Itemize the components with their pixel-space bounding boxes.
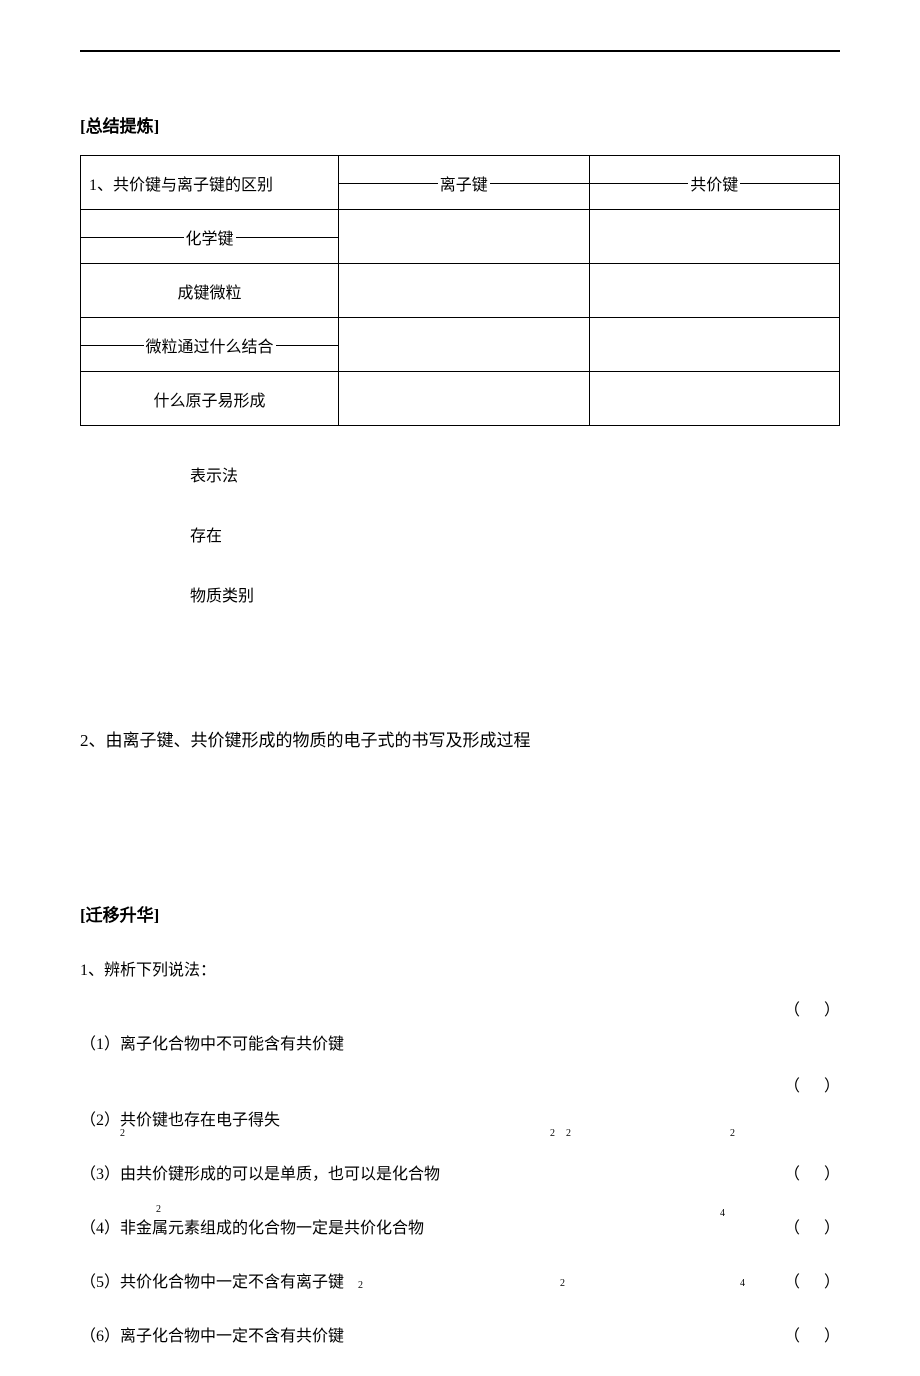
paragraph-electron-formula: 2、由离子键、共价键形成的物质的电子式的书写及形成过程 [80, 726, 840, 751]
item-text: （1）离子化合物中不可能含有共价键 [80, 1030, 344, 1054]
cell-label: 成键微粒 [81, 264, 339, 318]
table-row: 化学键 [81, 210, 840, 264]
stray-subscript: 2 [730, 1128, 735, 1139]
paren-open: （ [784, 1002, 800, 1019]
cell-empty [589, 372, 839, 426]
paren-close: ） [824, 1220, 840, 1237]
label-substance-category: 物质类别 [190, 582, 840, 606]
item-text: （3）由共价键形成的可以是单质，也可以是化合物 [80, 1160, 440, 1184]
item-text: （5）共价化合物中一定不含有离子键 [80, 1268, 344, 1292]
cell-topic: 1、共价键与离子键的区别 [81, 156, 339, 210]
table-row: 1、共价键与离子键的区别 离子键 共价键 [81, 156, 840, 210]
below-table-labels: 表示法 存在 物质类别 [190, 462, 840, 606]
cell-text: 离子键 [438, 177, 490, 194]
cell-label: 化学键 [81, 210, 339, 264]
paren-close: ） [824, 1002, 840, 1019]
paren-open: （ [784, 1078, 800, 1095]
paren-close: ） [824, 1166, 840, 1183]
label-representation: 表示法 [190, 462, 840, 486]
stray-subscript: 4 [720, 1208, 725, 1219]
cell-empty [339, 318, 589, 372]
paren-open: （ [784, 1328, 800, 1345]
cell-text: 共价键 [688, 177, 740, 194]
paren-close: ） [824, 1274, 840, 1291]
cell-empty [589, 264, 839, 318]
cell-covalent-header: 共价键 [589, 156, 839, 210]
cell-label: 什么原子易形成 [81, 372, 339, 426]
cell-empty [589, 210, 839, 264]
cell-text: 化学键 [184, 231, 236, 248]
section-summary-heading: [总结提炼] [80, 112, 840, 137]
item-text: （4）非金属元素组成的化合物一定是共价化合物 [80, 1214, 424, 1238]
question-item-5: （5）共价化合物中一定不含有离子键 （ ） 2 2 4 [80, 1268, 840, 1292]
stray-subscript: 2 [566, 1128, 571, 1139]
question-item-6: （6）离子化合物中一定不含有共价键 （ ） [80, 1322, 840, 1346]
question-item-3: （3）由共价键形成的可以是单质，也可以是化合物 （ ） [80, 1160, 840, 1184]
stray-subscript: 2 [358, 1280, 363, 1291]
question-lead: 1、辨析下列说法： [80, 956, 840, 980]
cell-label: 微粒通过什么结合 [81, 318, 339, 372]
cell-empty [339, 372, 589, 426]
paren-row: （ ） [80, 1072, 840, 1096]
cell-empty [339, 210, 589, 264]
table-row: 成键微粒 [81, 264, 840, 318]
stray-subscript: 2 [550, 1128, 555, 1139]
cell-ionic-header: 离子键 [339, 156, 589, 210]
paren-close: ） [824, 1078, 840, 1095]
paren-open: （ [784, 1220, 800, 1237]
comparison-table: 1、共价键与离子键的区别 离子键 共价键 化学键 成键微粒 [80, 155, 840, 426]
section-transfer-heading: [迁移升华] [80, 901, 840, 926]
stray-subscript: 2 [156, 1204, 161, 1215]
paren-open: （ [784, 1274, 800, 1291]
table-row: 微粒通过什么结合 [81, 318, 840, 372]
question-item-1: （1）离子化合物中不可能含有共价键 （ ） [80, 1030, 840, 1054]
item-text: （2）共价键也存在电子得失 [80, 1106, 280, 1130]
stray-subscript: 4 [740, 1278, 745, 1289]
paren-open: （ [784, 1166, 800, 1183]
item-text: （6）离子化合物中一定不含有共价键 [80, 1322, 344, 1346]
cell-empty [589, 318, 839, 372]
table-row: 什么原子易形成 [81, 372, 840, 426]
label-existence: 存在 [190, 522, 840, 546]
question-item-4: （4）非金属元素组成的化合物一定是共价化合物 （ ） 2 4 [80, 1214, 840, 1238]
top-horizontal-rule [80, 50, 840, 52]
stray-subscript: 2 [560, 1278, 565, 1289]
stray-subscript: 2 [120, 1128, 125, 1139]
paren-close: ） [824, 1328, 840, 1345]
cell-text: 微粒通过什么结合 [144, 339, 276, 356]
cell-text: 1、共价键与离子键的区别 [89, 177, 273, 194]
cell-empty [339, 264, 589, 318]
paren-row: （ ） [80, 996, 840, 1020]
question-item-2: （2）共价键也存在电子得失 （ ） 2 2 2 2 [80, 1106, 840, 1130]
